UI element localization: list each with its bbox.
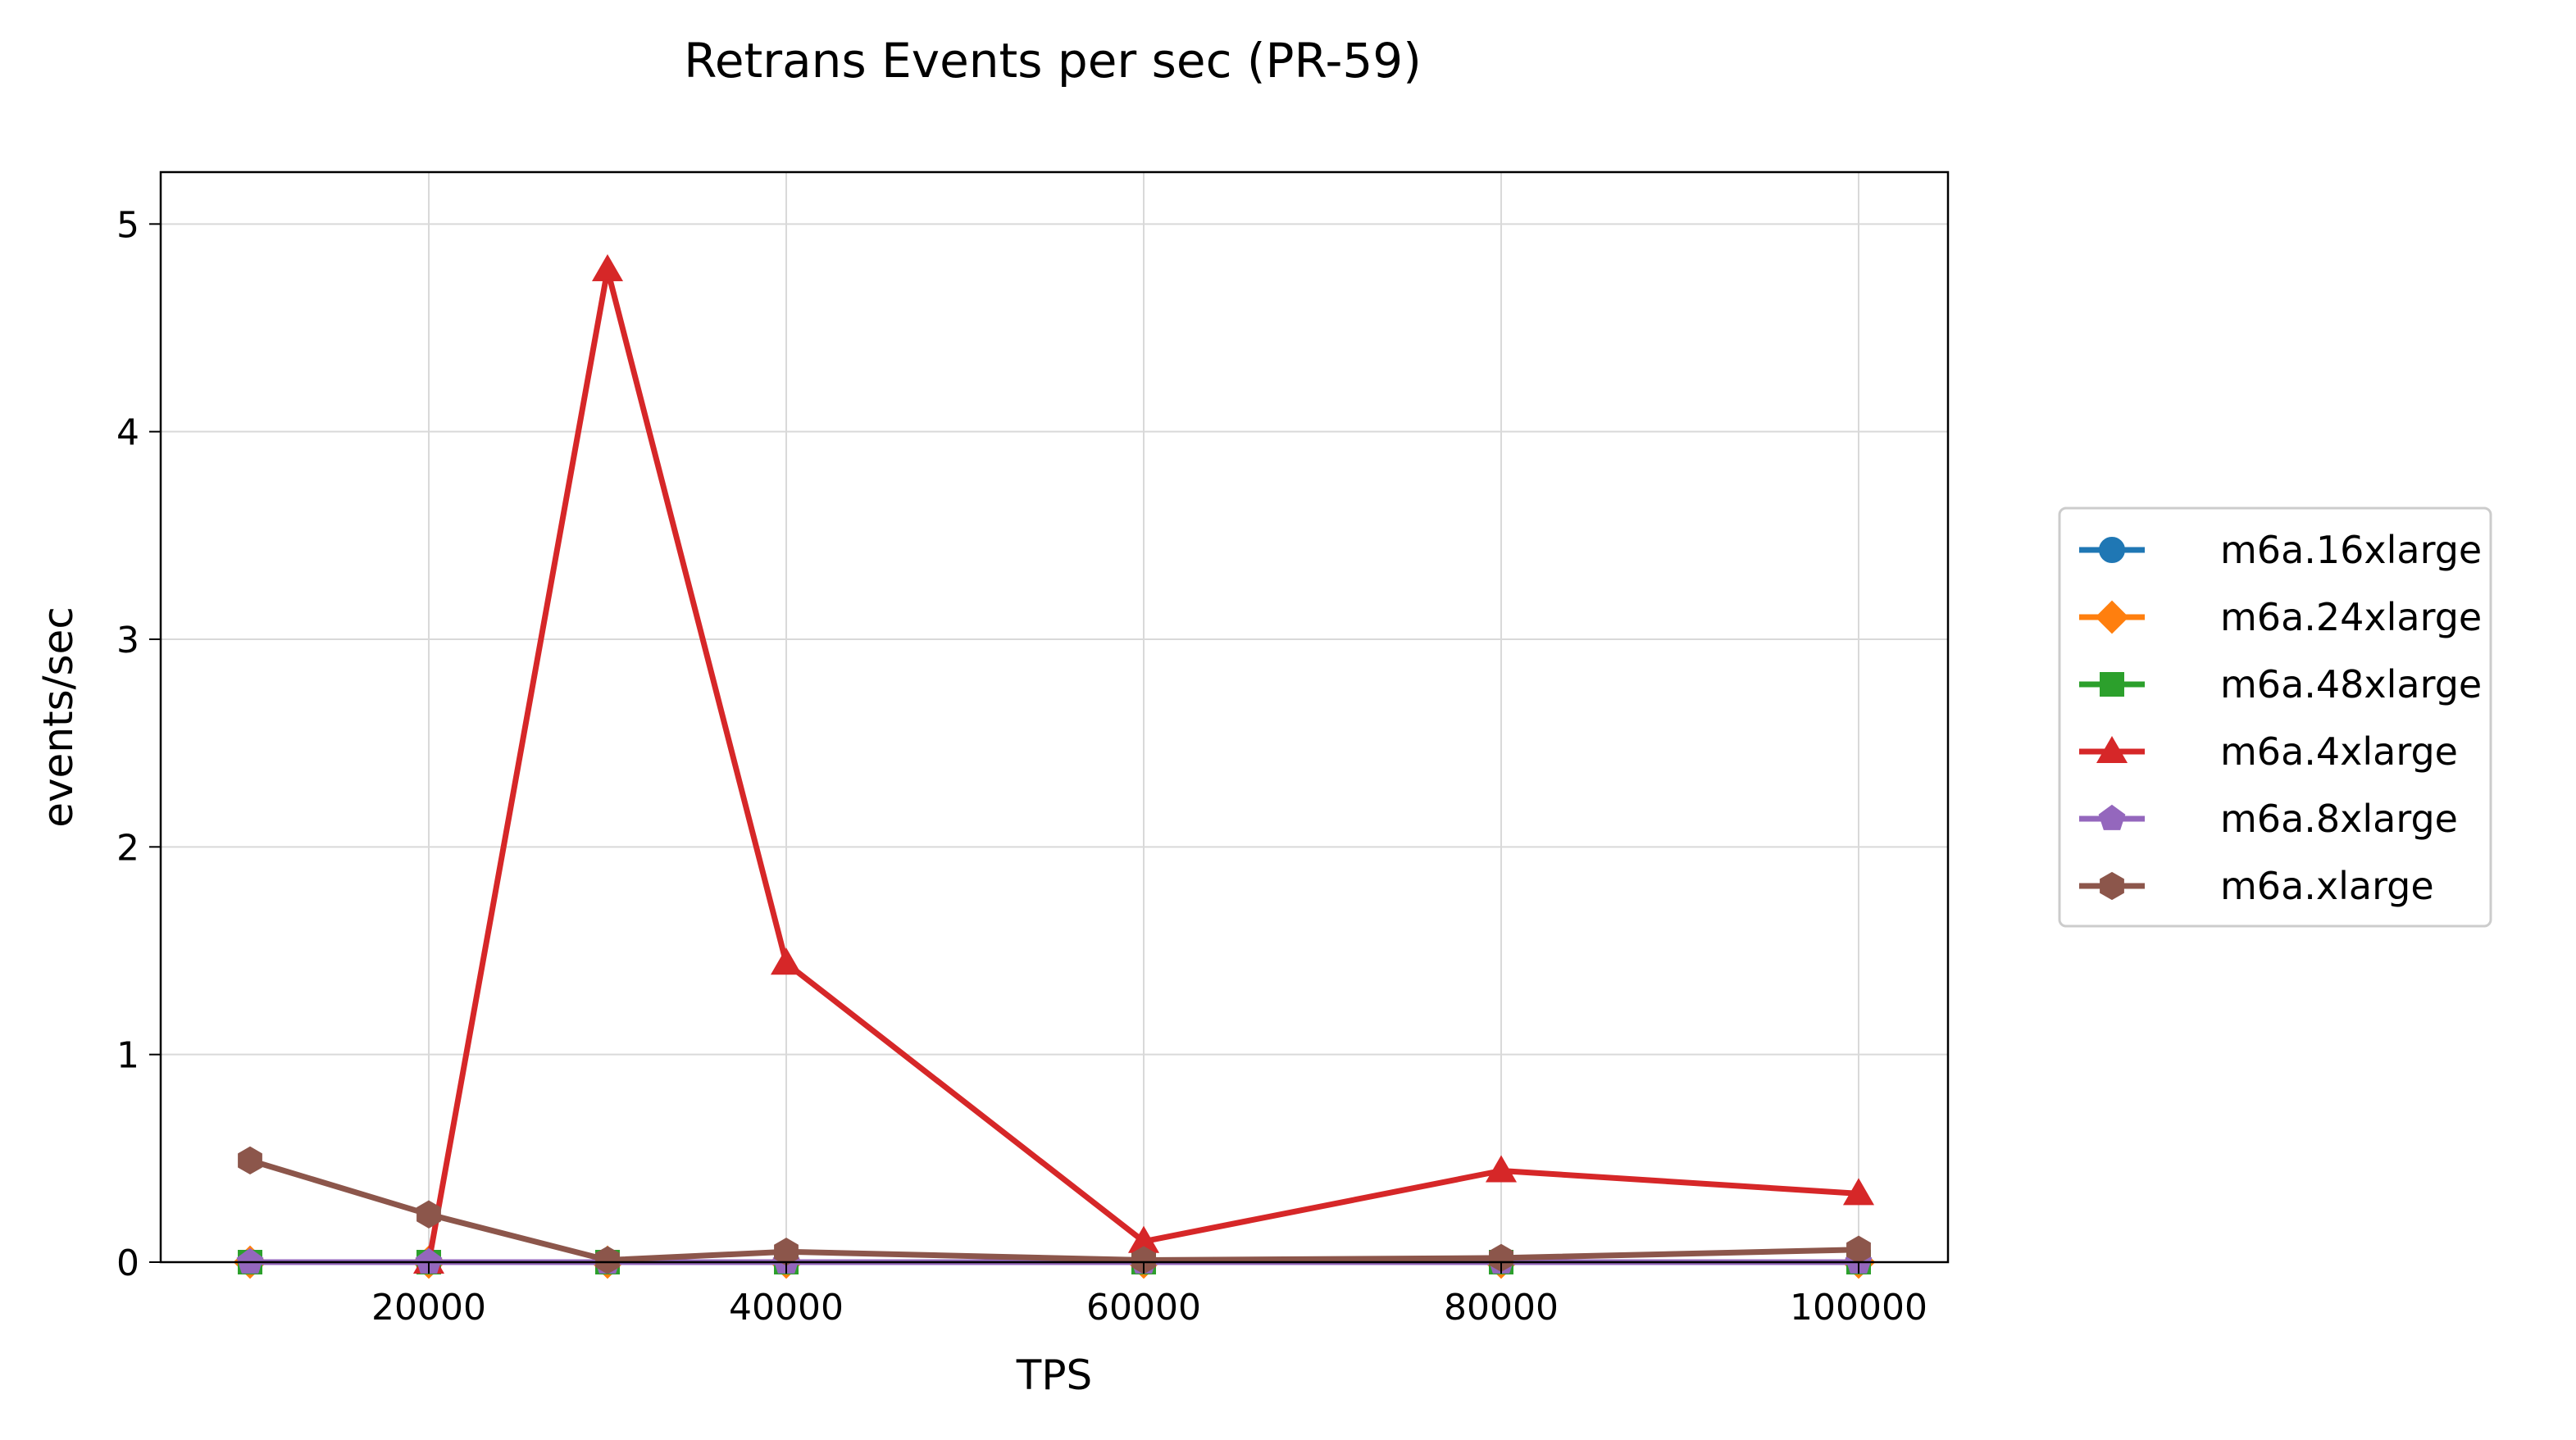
series-m6a.xlarge xyxy=(238,1146,1871,1274)
legend-swatch-marker xyxy=(2100,871,2124,901)
axis-ticks: 20000 40000 60000 80000 100000 0 1 2 3 4 5 xyxy=(116,204,1927,1329)
data-point xyxy=(595,1246,620,1274)
y-axis-label: events/sec xyxy=(34,606,82,828)
data-point xyxy=(1846,1235,1871,1264)
y-tick-label: 0 xyxy=(116,1242,139,1284)
data-point xyxy=(591,254,624,282)
x-tick-label: 60000 xyxy=(1086,1287,1201,1329)
legend-entry-label: m6a.xlarge xyxy=(2220,864,2434,908)
y-tick-label: 1 xyxy=(116,1035,139,1077)
y-tick-label: 4 xyxy=(116,412,139,454)
legend-entry-label: m6a.8xlarge xyxy=(2220,797,2458,841)
legend-swatch-marker xyxy=(2098,804,2126,830)
legend-entry-label: m6a.16xlarge xyxy=(2220,528,2482,572)
data-point xyxy=(238,1146,262,1175)
data-point xyxy=(416,1200,441,1229)
x-axis-label: TPS xyxy=(1016,1351,1092,1399)
data-point xyxy=(1485,1155,1518,1183)
y-tick-label: 2 xyxy=(116,827,139,869)
x-tick-label: 20000 xyxy=(371,1287,486,1329)
x-tick-label: 100000 xyxy=(1790,1287,1927,1329)
legend-entry-label: m6a.4xlarge xyxy=(2220,729,2458,774)
data-point xyxy=(1842,1178,1875,1206)
legend-box xyxy=(2058,506,2492,928)
legend-swatch-marker xyxy=(2100,672,2124,697)
series-line xyxy=(426,266,1862,1265)
x-tick-label: 40000 xyxy=(729,1287,844,1329)
legend-swatch-marker xyxy=(2096,735,2128,763)
legend: m6a.16xlarge m6a.24xlarge m6a.48xlarge m6a.… xyxy=(2058,506,2492,928)
legend-swatch-marker xyxy=(2099,537,2125,563)
plot-frame xyxy=(159,170,1950,1264)
grid xyxy=(161,172,1948,1263)
y-tick-label: 5 xyxy=(116,204,139,246)
legend-entry-label: m6a.24xlarge xyxy=(2220,595,2482,639)
data-point xyxy=(236,1247,264,1274)
chart-title: Retrans Events per sec (PR-59) xyxy=(684,33,1422,89)
x-tick-label: 80000 xyxy=(1444,1287,1559,1329)
series-m6a.4xlarge xyxy=(412,254,1875,1274)
data-point xyxy=(770,947,803,975)
legend-swatch-marker xyxy=(2095,600,2129,634)
data-point xyxy=(774,1238,799,1266)
series-lines xyxy=(233,254,1876,1279)
legend-entry-label: m6a.48xlarge xyxy=(2220,662,2482,706)
y-tick-label: 3 xyxy=(116,620,139,661)
